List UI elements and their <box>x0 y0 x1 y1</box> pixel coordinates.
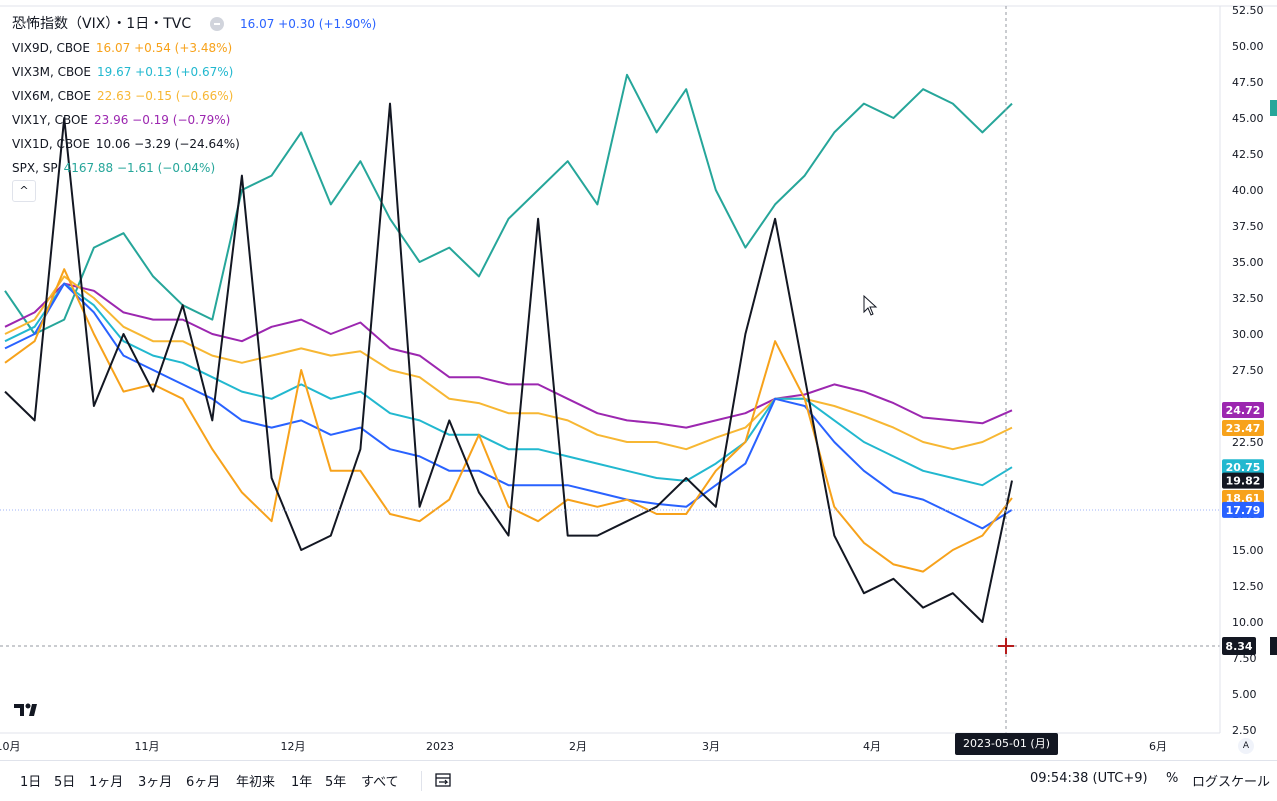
symbol-values: 16.07 +0.30 (+1.90%) <box>240 17 377 31</box>
series-line-vix6m[interactable] <box>4 275 1013 451</box>
y-tick-label: 35.00 <box>1232 256 1264 269</box>
range-all[interactable]: すべて <box>361 775 399 790</box>
x-tick-label: 6月 <box>1149 740 1167 753</box>
mouse-pointer-icon <box>863 294 878 316</box>
minus-icon[interactable] <box>209 17 224 31</box>
legend-series-values: 10.06 −3.29 (−24.64%) <box>95 137 240 151</box>
svg-text:23.47: 23.47 <box>1226 422 1261 435</box>
last-value-badge: 19.82 <box>1222 472 1264 489</box>
legend-series-values: 19.67 +0.13 (+0.67%) <box>97 65 234 79</box>
y-tick-label: 2.50 <box>1232 724 1257 737</box>
legend-series-name: SPX, SP <box>12 161 58 175</box>
y-tick-label: 22.50 <box>1232 436 1264 449</box>
range-ytd[interactable]: 年初来 <box>236 775 276 790</box>
y-tick-label: 52.50 <box>1232 4 1264 17</box>
legend-series-name: VIX3M, CBOE <box>12 65 92 79</box>
svg-text:19.82: 19.82 <box>1226 475 1261 488</box>
time-scale[interactable]: 10月 11月 12月 2023 2月 3月 4月 6月 <box>0 740 1167 753</box>
price-chart[interactable]: 52.50 50.00 47.50 45.00 42.50 40.00 37.50 35.00… <box>0 0 1277 760</box>
tradingview-logo-icon[interactable] <box>14 702 44 718</box>
last-value-badge: 24.72 <box>1222 402 1264 419</box>
series-line-vix1d[interactable] <box>4 102 1013 623</box>
x-tick-label: 2月 <box>569 740 587 753</box>
svg-text:24.72: 24.72 <box>1226 404 1261 417</box>
series-line-spx[interactable] <box>4 73 1013 335</box>
crosshair-date-label: 2023-05-01 (月) <box>955 733 1059 755</box>
legend-row[interactable]: VIX1D, CBOE 10.06 −3.29 (−24.64%) <box>12 132 376 156</box>
legend-title-row[interactable]: 恐怖指数（VIX）・1日・TVC 16.07 +0.30 (+1.90%) <box>12 12 376 36</box>
legend: 恐怖指数（VIX）・1日・TVC 16.07 +0.30 (+1.90%) VI… <box>12 12 376 180</box>
percent-toggle[interactable]: % <box>1166 771 1179 786</box>
price-scale[interactable]: 52.50 50.00 47.50 45.00 42.50 40.00 37.50 35.00… <box>1232 4 1264 737</box>
crosshair-price-badge: 8.34 <box>1222 637 1256 655</box>
range-5d[interactable]: 5日 <box>54 775 76 790</box>
log-scale-toggle[interactable]: ログスケール <box>1192 775 1271 790</box>
svg-text:18.61: 18.61 <box>1226 492 1261 505</box>
range-6m[interactable]: 6ヶ月 <box>186 775 221 790</box>
series-line-vix9d[interactable] <box>4 268 1013 573</box>
x-tick-label: 10月 <box>0 740 21 753</box>
svg-text:8.34: 8.34 <box>1225 640 1252 653</box>
legend-row[interactable]: SPX, SP 4167.88 −1.61 (−0.04%) <box>12 156 376 180</box>
bottom-toolbar: 1日 5日 1ヶ月 3ヶ月 6ヶ月 年初来 1年 5年 すべて 09:54:38… <box>0 760 1277 801</box>
y-tick-label: 50.00 <box>1232 40 1264 53</box>
chevron-up-icon[interactable]: ^ <box>12 180 36 202</box>
crosshair-cursor <box>998 638 1014 654</box>
y-tick-label: 47.50 <box>1232 76 1264 89</box>
x-tick-label: 2023 <box>426 740 454 753</box>
y-tick-label: 45.00 <box>1232 112 1264 125</box>
legend-row[interactable]: VIX1Y, CBOE 23.96 −0.19 (−0.79%) <box>12 108 376 132</box>
y-tick-label: 7.50 <box>1232 652 1257 665</box>
toolbar-divider <box>421 771 422 791</box>
y-tick-label: 40.00 <box>1232 184 1264 197</box>
svg-text:20.75: 20.75 <box>1226 461 1261 474</box>
y-tick-label: 27.50 <box>1232 364 1264 377</box>
x-tick-label: 11月 <box>135 740 160 753</box>
legend-series-values: 4167.88 −1.61 (−0.04%) <box>63 161 216 175</box>
legend-series-name: VIX1D, CBOE <box>12 137 90 151</box>
legend-series-values: 23.96 −0.19 (−0.79%) <box>94 113 231 127</box>
range-1y[interactable]: 1年 <box>291 775 313 790</box>
y-tick-label: 10.00 <box>1232 616 1264 629</box>
legend-row[interactable]: VIX3M, CBOE 19.67 +0.13 (+0.67%) <box>12 60 376 84</box>
symbol-title[interactable]: 恐怖指数（VIX）・1日・TVC <box>12 16 192 32</box>
y-tick-label: 5.00 <box>1232 688 1257 701</box>
last-value-badge: 20.75 <box>1222 459 1264 476</box>
x-tick-label: 4月 <box>863 740 881 753</box>
legend-row[interactable]: VIX9D, CBOE 16.07 +0.54 (+3.48%) <box>12 36 376 60</box>
legend-series-name: VIX9D, CBOE <box>12 41 90 55</box>
x-tick-label: 3月 <box>702 740 720 753</box>
legend-series-values: 16.07 +0.54 (+3.48%) <box>95 41 233 55</box>
svg-text:17.79: 17.79 <box>1226 504 1261 517</box>
last-value-badge: 23.47 <box>1222 420 1264 437</box>
right-edge-marker-dark <box>1270 637 1277 655</box>
y-tick-label: 32.50 <box>1232 292 1264 305</box>
series-line-vix[interactable] <box>4 282 1013 530</box>
y-tick-label: 12.50 <box>1232 580 1264 593</box>
legend-row[interactable]: VIX6M, CBOE 22.63 −0.15 (−0.66%) <box>12 84 376 108</box>
y-tick-label: 37.50 <box>1232 220 1264 233</box>
series-line-vix3m[interactable] <box>4 282 1013 487</box>
y-tick-label: 15.00 <box>1232 544 1264 557</box>
legend-series-values: 22.63 −0.15 (−0.66%) <box>97 89 234 103</box>
calendar-range-icon[interactable] <box>434 771 452 789</box>
x-tick-label: 12月 <box>281 740 306 753</box>
range-3m[interactable]: 3ヶ月 <box>138 775 173 790</box>
legend-series-name: VIX6M, CBOE <box>12 89 92 103</box>
series-line-vix1y[interactable] <box>4 282 1013 429</box>
y-tick-label: 30.00 <box>1232 328 1264 341</box>
range-1m[interactable]: 1ヶ月 <box>89 775 124 790</box>
range-5y[interactable]: 5年 <box>325 775 347 790</box>
y-tick-label: 42.50 <box>1232 148 1264 161</box>
last-value-badge: 17.79 <box>1222 501 1264 518</box>
right-edge-marker <box>1270 100 1277 116</box>
legend-series-name: VIX1Y, CBOE <box>12 113 88 127</box>
range-1d[interactable]: 1日 <box>20 775 42 790</box>
auto-scale-button[interactable]: A <box>1238 738 1254 754</box>
clock-readout[interactable]: 09:54:38 (UTC+9) <box>1030 771 1148 786</box>
